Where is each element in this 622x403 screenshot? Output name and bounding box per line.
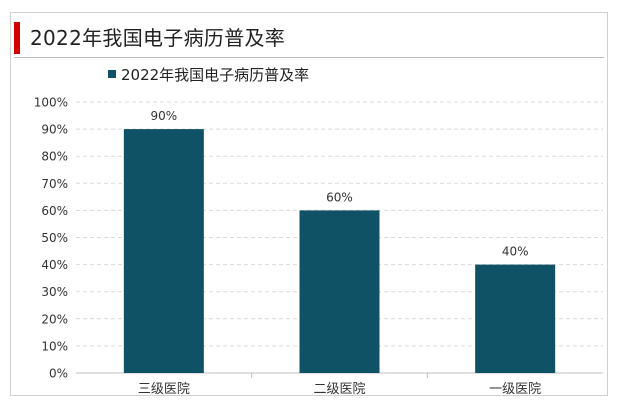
y-tick-label: 0%: [49, 367, 68, 381]
bar: [123, 129, 204, 373]
y-tick-label: 70%: [41, 177, 68, 191]
title-divider: [14, 57, 604, 58]
bar: [299, 210, 380, 373]
page-title: 2022年我国电子病历普及率: [30, 26, 286, 50]
legend-label: 2022年我国电子病历普及率: [121, 65, 310, 84]
title-accent-bar: [14, 22, 20, 54]
bar: [475, 264, 556, 373]
y-tick-label: 100%: [34, 96, 68, 110]
x-tick-label: 二级医院: [313, 382, 365, 397]
y-tick-label: 20%: [41, 312, 68, 326]
y-tick-label: 60%: [41, 204, 68, 218]
data-label: 60%: [326, 190, 353, 204]
x-tick-label: 一级医院: [489, 382, 541, 397]
y-tick-label: 80%: [41, 150, 68, 164]
x-tick-label: 三级医院: [138, 382, 190, 397]
data-label: 90%: [150, 109, 177, 123]
y-tick-label: 90%: [41, 123, 68, 137]
y-tick-label: 40%: [41, 258, 68, 272]
y-tick-label: 50%: [41, 231, 68, 245]
legend-swatch: [108, 70, 116, 78]
data-label: 40%: [502, 245, 529, 259]
y-tick-label: 10%: [41, 339, 68, 353]
y-tick-label: 30%: [41, 285, 68, 299]
chart-legend: 2022年我国电子病历普及率: [108, 64, 309, 84]
